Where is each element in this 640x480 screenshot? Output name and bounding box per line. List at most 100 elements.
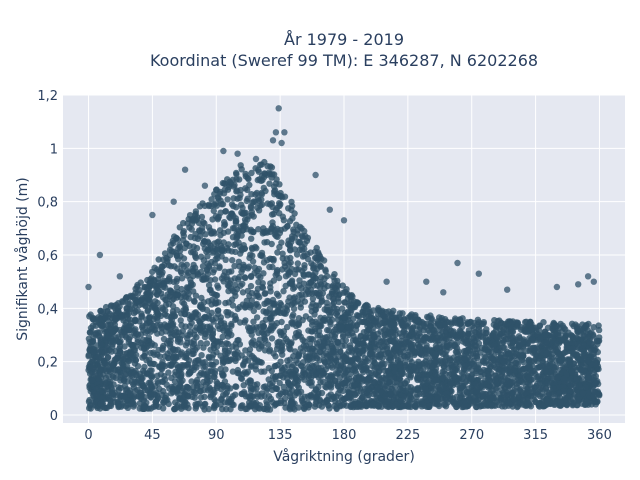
data-point	[485, 384, 492, 391]
data-point	[102, 314, 109, 322]
data-point	[233, 383, 240, 390]
data-point	[296, 277, 303, 284]
data-point	[323, 299, 330, 306]
data-point	[227, 277, 235, 284]
data-point	[165, 276, 173, 283]
data-point	[326, 405, 333, 412]
data-point	[222, 353, 229, 361]
data-point	[283, 323, 291, 331]
data-point	[274, 266, 281, 274]
data-point	[493, 326, 500, 334]
data-point	[299, 234, 306, 241]
data-point	[218, 396, 225, 403]
data-point	[389, 403, 396, 410]
data-point	[277, 299, 284, 307]
data-point	[434, 395, 441, 402]
data-point	[196, 319, 204, 326]
data-point	[432, 369, 439, 376]
data-point	[392, 395, 400, 402]
data-point	[253, 314, 261, 321]
data-point	[312, 386, 320, 394]
data-point	[151, 264, 158, 271]
data-point	[309, 295, 317, 302]
data-point	[338, 342, 346, 350]
data-point	[254, 204, 261, 211]
data-point	[561, 349, 568, 356]
data-point	[466, 396, 473, 404]
data-point	[458, 323, 466, 331]
data-point	[238, 166, 245, 173]
data-point	[381, 338, 388, 345]
data-point	[159, 263, 166, 270]
data-point	[595, 322, 602, 329]
data-point	[291, 294, 298, 301]
data-point	[124, 366, 131, 373]
data-point	[171, 263, 178, 270]
data-point	[435, 400, 443, 408]
data-point	[452, 348, 460, 355]
data-point	[113, 315, 120, 322]
data-point	[515, 377, 522, 385]
data-point	[197, 253, 205, 260]
data-point	[172, 371, 179, 379]
data-point	[231, 262, 238, 270]
data-point	[300, 342, 307, 349]
data-point	[490, 362, 497, 369]
data-point	[525, 339, 532, 347]
data-point	[276, 243, 283, 251]
data-point	[490, 355, 497, 363]
data-point	[451, 372, 458, 380]
data-point	[273, 290, 281, 297]
data-point	[127, 341, 134, 348]
data-point	[164, 291, 171, 298]
data-point	[278, 367, 286, 374]
data-point	[230, 202, 237, 210]
data-point	[253, 245, 260, 252]
data-point	[436, 326, 443, 333]
data-point	[167, 330, 174, 337]
data-point	[225, 268, 233, 275]
data-point	[578, 374, 585, 381]
data-point	[536, 322, 544, 330]
data-point	[302, 291, 309, 298]
data-point	[173, 284, 180, 291]
data-point	[184, 401, 191, 408]
data-point	[257, 252, 264, 259]
data-point	[97, 341, 105, 349]
data-point	[260, 259, 268, 266]
data-point	[247, 282, 255, 290]
data-point	[256, 336, 263, 343]
data-point	[189, 248, 197, 256]
data-point	[215, 195, 222, 202]
data-point	[265, 393, 273, 400]
data-point	[230, 212, 237, 219]
data-point	[348, 329, 356, 337]
data-point	[415, 340, 422, 348]
data-point	[143, 399, 150, 406]
data-point	[222, 390, 229, 398]
data-point	[146, 283, 153, 290]
data-point	[211, 201, 218, 208]
data-point	[247, 402, 254, 410]
data-point	[255, 226, 262, 233]
data-point	[113, 354, 121, 362]
data-point	[134, 281, 141, 289]
data-point	[439, 374, 446, 382]
data-point	[188, 319, 195, 327]
data-point	[320, 351, 327, 359]
data-point	[307, 374, 315, 381]
data-point	[497, 354, 504, 361]
data-point	[394, 357, 402, 364]
data-point	[490, 321, 497, 328]
data-point	[501, 344, 508, 352]
data-point	[207, 392, 215, 399]
data-point	[259, 176, 266, 184]
data-point	[268, 164, 276, 171]
data-point	[527, 345, 534, 352]
data-point	[299, 363, 306, 370]
data-point	[416, 326, 423, 334]
data-point	[296, 282, 303, 289]
data-point	[213, 348, 220, 356]
data-point	[277, 390, 284, 398]
